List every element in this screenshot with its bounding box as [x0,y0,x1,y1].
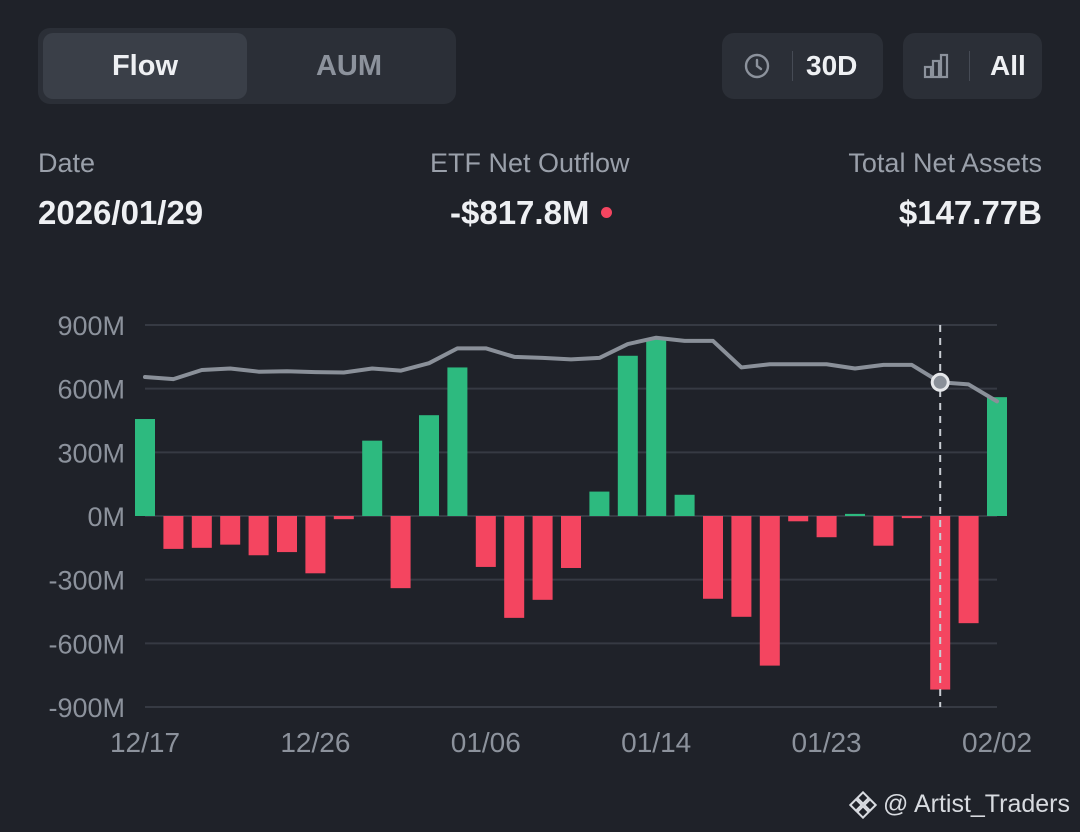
x-tick-label: 01/06 [451,727,521,758]
flow-bar [333,516,354,520]
flow-bar [788,516,809,522]
flow-bar [674,494,695,516]
y-tick-label: -900M [48,693,125,723]
date-label: Date [38,148,96,178]
flow-bar [135,419,155,516]
watermark: @ Artist_Traders [849,790,1070,819]
x-tick-label: 02/02 [962,727,1032,758]
flow-bar [277,516,297,553]
tab-flow[interactable]: Flow [43,33,247,99]
watermark-text: @ Artist_Traders [883,790,1070,818]
flow-bar [873,516,894,546]
y-tick-label: -600M [48,629,125,659]
bar-chart-icon [903,52,969,80]
y-tick-label: 0M [87,502,125,532]
flow-bar [362,440,383,516]
assets-label: Total Net Assets [848,148,1042,178]
assets-value: $147.77B [898,194,1042,231]
flow-bar [305,516,326,574]
view-toggle: Flow AUM [38,28,456,104]
period-label: 30D [806,50,858,81]
y-tick-label: -300M [48,566,125,596]
flow-bar [958,516,979,624]
flow-value: -$817.8M [450,194,590,231]
flow-bar [561,516,581,568]
flow-bar [901,516,922,519]
filter-selector[interactable]: All [903,33,1042,99]
flow-bar [191,516,212,548]
flow-bar [447,367,468,516]
binance-logo-icon [849,790,877,819]
flow-bar [816,516,837,538]
flow-bar [248,516,269,556]
period-selector[interactable]: 30D [722,33,883,99]
flow-bar [504,516,525,618]
divider [792,51,793,81]
etf-flow-chart[interactable]: 900M 600M 300M 0M -300M -600M -900M 12/17 12/26 0… [0,0,1080,790]
x-tick-label: 01/23 [792,727,862,758]
x-tick-label: 12/26 [280,727,350,758]
flow-bar [419,415,439,516]
date-value: 2026/01/29 [38,194,204,231]
flow-bar [703,516,723,599]
assets-line [143,335,999,404]
x-tick-label: 01/14 [621,727,691,758]
flow-bar [220,516,241,545]
filter-label: All [990,50,1026,81]
flow-bar [163,516,184,549]
flow-bar [731,516,752,617]
tab-aum[interactable]: AUM [315,49,383,82]
flow-bar [390,516,411,589]
flow-bar [589,491,610,516]
flow-bar [845,513,865,516]
divider [969,51,970,81]
flow-bar [532,516,553,600]
flow-bar [987,397,1007,516]
y-tick-label: 600M [57,375,125,405]
flow-bar [759,516,780,666]
flow-label: ETF Net Outflow [430,148,630,178]
flow-bar [475,516,496,567]
y-tick-label: 900M [57,311,125,341]
x-tick-label: 12/17 [110,727,180,758]
status-dot [601,206,613,218]
clock-icon [722,52,792,80]
flow-bar [617,355,638,516]
y-tick-label: 300M [57,438,125,468]
selected-point [930,372,950,392]
flow-value-wrap: -$817.8M [450,194,613,232]
flow-bar [646,338,667,516]
